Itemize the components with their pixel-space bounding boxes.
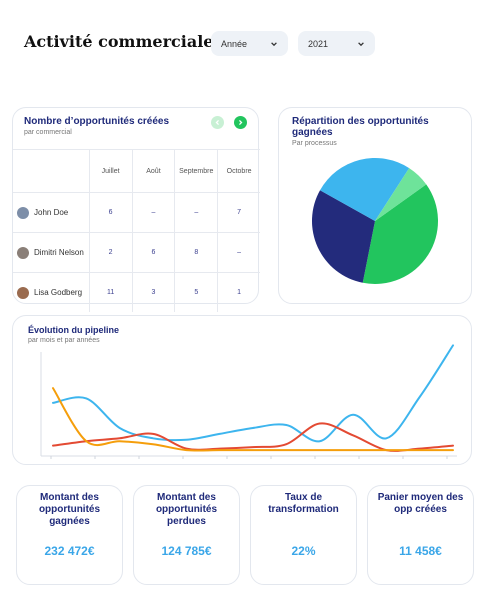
table-row: Dimitri Nelson 2 6 8 – bbox=[13, 232, 260, 272]
salesperson-name: Dimitri Nelson bbox=[34, 248, 84, 257]
kpi-conversion-rate-card: Taux de transformation 22% bbox=[250, 485, 357, 585]
kpi-value: 232 472€ bbox=[44, 544, 95, 558]
kpi-won-amount-card: Montant des opportunités gagnées 232 472… bbox=[16, 485, 123, 585]
table-cell: 3 bbox=[131, 273, 175, 312]
pie-slice-2 bbox=[320, 158, 410, 221]
pipeline-series-line-0 bbox=[52, 344, 454, 443]
kpi-label: Panier moyen des opp créées bbox=[377, 492, 464, 515]
table-cell: 8 bbox=[174, 233, 217, 272]
chevron-right-icon bbox=[239, 119, 243, 126]
pie-chart bbox=[312, 158, 438, 284]
pipeline-subtitle: par mois et par années bbox=[28, 337, 100, 344]
won-split-title: Répartition des opportunités gagnées bbox=[292, 116, 429, 138]
opportunities-table: Juillet Août Septembre Octobre John Doe … bbox=[13, 149, 260, 312]
pipeline-series-line-2 bbox=[52, 387, 454, 452]
pipeline-card: Évolution du pipeline par mois et par an… bbox=[12, 315, 472, 465]
kpi-lost-amount-card: Montant des opportunités perdues 124 785… bbox=[133, 485, 240, 585]
salesperson-name: Lisa Godberg bbox=[34, 288, 83, 297]
table-cell: 2 bbox=[88, 233, 132, 272]
column-header: Juillet bbox=[88, 150, 132, 192]
year-select[interactable]: 2021 bbox=[298, 31, 375, 56]
pie-slice-0 bbox=[362, 184, 438, 284]
avatar bbox=[17, 246, 29, 259]
prev-button[interactable] bbox=[211, 116, 224, 129]
opportunities-card: Nombre d’opportunités créées par commerc… bbox=[12, 107, 260, 312]
column-header: Octobre bbox=[217, 150, 260, 192]
column-header: Août bbox=[131, 150, 175, 192]
kpi-value: 124 785€ bbox=[161, 544, 212, 558]
avatar bbox=[17, 206, 29, 219]
opportunities-title: Nombre d’opportunités créées bbox=[24, 116, 170, 127]
year-value: 2021 bbox=[308, 38, 329, 49]
kpi-label: Montant des opportunités perdues bbox=[155, 492, 218, 527]
opportunities-subtitle: par commercial bbox=[24, 129, 72, 136]
table-row: John Doe 6 – – 7 bbox=[13, 192, 260, 232]
kpi-value: 22% bbox=[291, 544, 316, 558]
next-button[interactable] bbox=[234, 116, 247, 129]
table-cell: – bbox=[174, 193, 217, 232]
kpi-label: Montant des opportunités gagnées bbox=[38, 492, 101, 527]
salesperson-cell: John Doe bbox=[13, 193, 89, 232]
chevron-left-icon bbox=[215, 119, 219, 126]
pipeline-line-chart bbox=[40, 344, 457, 459]
table-cell: – bbox=[217, 233, 260, 272]
period-type-select[interactable]: Année bbox=[211, 31, 288, 56]
kpi-label: Taux de transformation bbox=[268, 492, 339, 515]
salesperson-name: John Doe bbox=[34, 208, 69, 217]
table-cell: 1 bbox=[217, 273, 260, 312]
table-cell: 11 bbox=[88, 273, 132, 312]
won-split-subtitle: Par processus bbox=[292, 140, 337, 147]
avatar bbox=[17, 286, 29, 299]
won-split-card: Répartition des opportunités gagnées Par… bbox=[278, 107, 472, 304]
table-cell: – bbox=[131, 193, 175, 232]
table-cell: 7 bbox=[217, 193, 260, 232]
table-row: Lisa Godberg 11 3 5 1 bbox=[13, 272, 260, 312]
chevron-down-icon bbox=[271, 41, 277, 46]
table-cell: 6 bbox=[131, 233, 175, 272]
period-type-value: Année bbox=[221, 38, 248, 49]
table-cell: 6 bbox=[88, 193, 132, 232]
column-header: Septembre bbox=[174, 150, 217, 192]
table-cell: 5 bbox=[174, 273, 217, 312]
salesperson-cell: Dimitri Nelson bbox=[13, 233, 89, 272]
page-title: Activité commerciale bbox=[24, 32, 214, 51]
pie-slice-3 bbox=[375, 168, 427, 221]
table-corner bbox=[13, 150, 89, 192]
pie-slice-1 bbox=[312, 190, 375, 283]
salesperson-cell: Lisa Godberg bbox=[13, 273, 89, 312]
kpi-average-basket-card: Panier moyen des opp créées 11 458€ bbox=[367, 485, 474, 585]
table-header-row: Juillet Août Septembre Octobre bbox=[13, 149, 260, 192]
pipeline-title: Évolution du pipeline bbox=[28, 325, 119, 335]
chevron-down-icon bbox=[358, 41, 364, 46]
kpi-value: 11 458€ bbox=[399, 544, 442, 558]
